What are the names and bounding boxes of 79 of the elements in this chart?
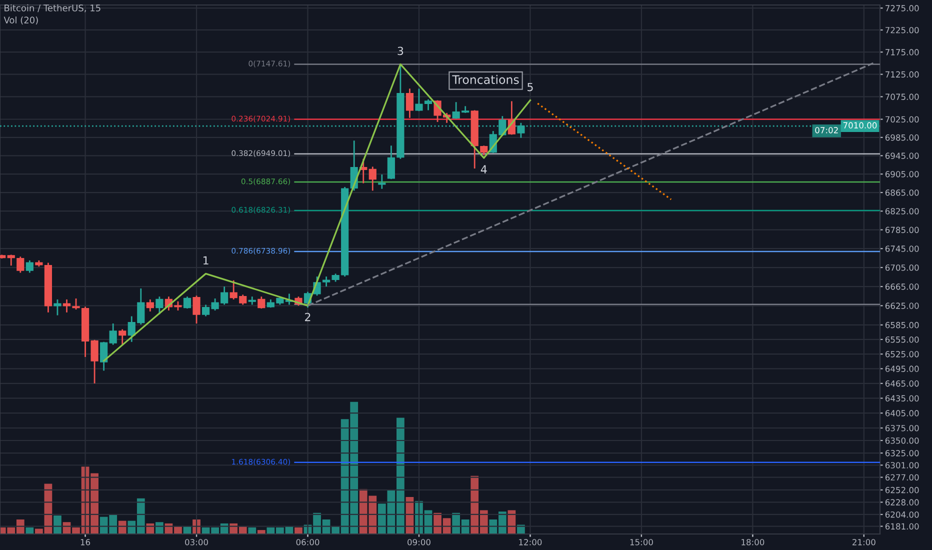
candlestick	[424, 98, 432, 111]
bar	[508, 510, 516, 534]
x-tick-label: 09:00	[408, 539, 430, 546]
candlestick	[62, 298, 71, 314]
candlestick	[16, 256, 24, 274]
y-tick-label: 6905.00	[885, 171, 919, 178]
y-tick-label: 6555.00	[885, 336, 919, 343]
candlestick	[109, 322, 117, 346]
candlestick	[90, 339, 98, 384]
y-tick-label: 6665.00	[885, 284, 919, 290]
annotation: 5	[528, 82, 533, 92]
y-tick-label: 6865.00	[885, 190, 919, 196]
y-tick-label: 6350.00	[885, 437, 919, 444]
bar	[26, 527, 34, 534]
bar	[248, 527, 256, 534]
y-tick-label: 6585.00	[885, 322, 919, 328]
y-tick-label: 6181.00	[885, 523, 919, 530]
candlestick	[26, 260, 34, 274]
y-tick-label: 6252.00	[885, 486, 919, 494]
candlestick	[183, 296, 192, 310]
y-tick-label: 6705.00	[885, 264, 919, 271]
candlestick	[258, 296, 266, 310]
y-tick-label: 6277.00	[885, 474, 919, 481]
y-tick-label: 7225.00	[886, 26, 919, 34]
candlestick	[54, 298, 62, 316]
y-tick-label: 7025.00	[886, 116, 919, 123]
chart-title: Bitcoin / TetherUS, 15	[4, 4, 100, 12]
annotation: 3	[398, 46, 404, 56]
x-tick-label: 12:00	[519, 539, 542, 546]
candlestick	[7, 254, 15, 266]
y-tick-label: 6228.00	[885, 499, 919, 506]
y-tick-label: 6325.00	[885, 450, 919, 456]
y-tick-label: 6625.00	[885, 302, 919, 309]
y-tick-label: 6495.00	[885, 366, 919, 372]
chart-title: Vol (20)	[4, 16, 38, 25]
bar	[54, 516, 62, 534]
y-tick-label: 6945.00	[885, 152, 919, 159]
candlestick	[378, 174, 386, 190]
x-tick-label: 15:00	[630, 539, 653, 546]
y-tick-label: 6204.00	[885, 511, 919, 518]
y-tick-label: 6745.00	[885, 246, 919, 252]
bar	[257, 530, 266, 534]
candlestick	[406, 88, 414, 119]
y-tick-label: 6405.00	[885, 410, 919, 416]
ref-line-label: 7010.00	[843, 122, 877, 128]
y-tick-label: 7125.00	[886, 71, 919, 78]
candlestick	[368, 166, 376, 192]
y-tick-label: 6785.00	[885, 226, 919, 234]
x-tick-label: 21:00	[852, 539, 876, 546]
y-tick-label: 7275.00	[886, 5, 919, 12]
y-tick-label: 6435.00	[885, 395, 919, 402]
x-tick-label: 18:00	[742, 539, 764, 546]
candlestick	[192, 294, 200, 324]
candlestick	[118, 328, 126, 346]
annotation: 4	[480, 165, 487, 174]
x-tick-label: 06:00	[296, 539, 320, 546]
x-tick-label: 16	[80, 539, 90, 546]
y-tick-label: 7175.00	[886, 49, 919, 56]
candlestick	[480, 144, 488, 156]
candlestick	[387, 144, 395, 180]
candlestick	[146, 298, 154, 312]
candlestick	[100, 341, 108, 372]
candlestick	[72, 298, 80, 310]
annotation: 1	[203, 256, 208, 264]
annotation: Troncations	[452, 74, 519, 84]
annotation: 07:02	[815, 127, 838, 134]
y-tick-label: 7075.00	[886, 94, 919, 100]
y-tick-label: 6825.00	[885, 208, 919, 214]
bar	[294, 527, 302, 534]
y-tick-label: 6985.00	[885, 134, 919, 141]
y-tick-label: 6301.00	[885, 462, 919, 468]
candlestick	[415, 88, 423, 112]
candlestick	[156, 296, 164, 316]
y-tick-label: 6525.00	[885, 351, 919, 358]
annotation: 2	[305, 312, 310, 322]
y-tick-label: 6375.00	[885, 424, 919, 432]
y-tick-label: 6465.00	[885, 380, 919, 387]
candlestick	[202, 304, 210, 317]
x-tick-label: 03:00	[185, 539, 208, 546]
